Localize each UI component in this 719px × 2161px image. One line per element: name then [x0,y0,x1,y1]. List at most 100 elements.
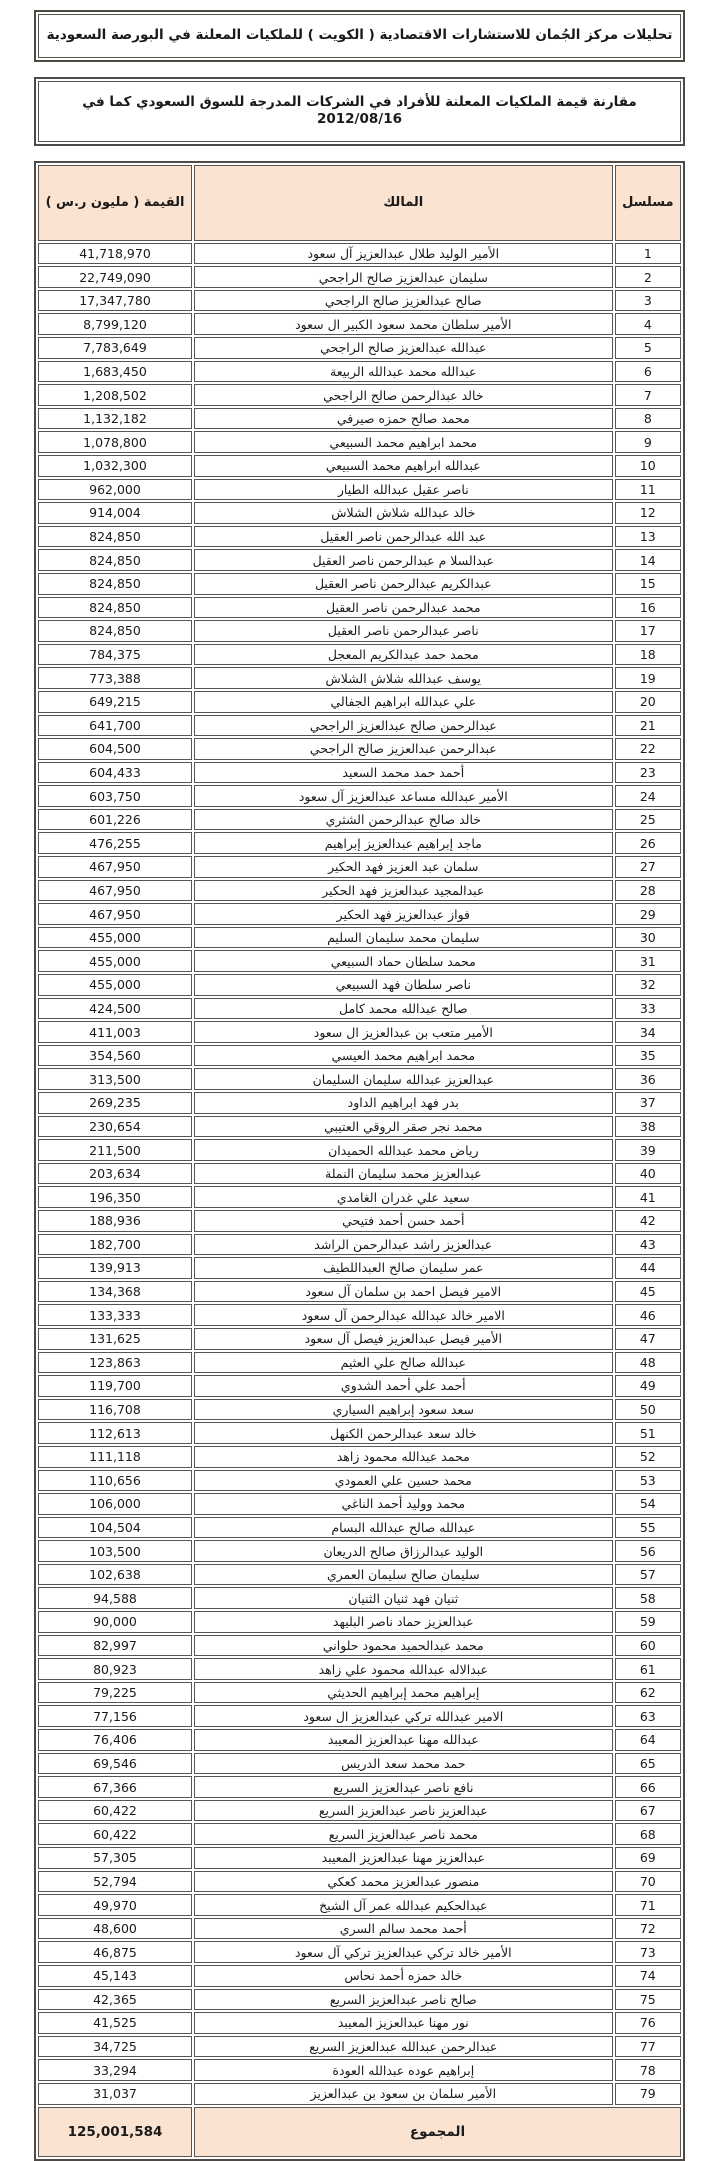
cell-value: 467,950 [38,856,192,878]
cell-owner: عبدالمجيد عبدالعزيز فهد الحكير [193,879,613,902]
cell-value: 604,433 [38,761,192,784]
table-row: 43 عبدالعزيز راشد عبدالرحمن الراشد 182,7… [38,1233,681,1256]
cell-owner: خالد صالح عبدالرحمن الشثري [193,808,613,831]
cell-serial: 35 [614,1044,681,1067]
cell-owner: محمد حمد عبدالكريم المعجل [193,643,613,666]
cell-serial: 30 [614,926,681,949]
cell-value: 313,500 [38,1068,192,1091]
cell-serial: 48 [614,1351,681,1374]
cell-owner: عمر سليمان صالح العبداللطيف [193,1257,613,1279]
table-row: 27 سلمان عبد العزيز فهد الحكير 467,950 [38,856,681,878]
cell-value: 467,950 [38,903,192,925]
cell-value: 1,132,182 [38,407,192,430]
cell-owner: بدر فهد ابراهيم الداود [193,1092,613,1114]
table-row: 32 ناصر سلطان فهد السبيعي 455,000 [38,974,681,996]
cell-serial: 78 [614,2059,681,2081]
cell-value: 230,654 [38,1115,192,1138]
cell-owner: عبدالله صالح عبدالله البسام [193,1516,613,1539]
cell-value: 1,032,300 [38,454,192,477]
cell-serial: 61 [614,1658,681,1680]
table-row: 58 ثنيان فهد ثنيان الثنيان 94,588 [38,1587,681,1610]
cell-serial: 27 [614,856,681,878]
cell-value: 1,078,800 [38,431,192,453]
cell-serial: 8 [614,407,681,430]
cell-serial: 22 [614,738,681,760]
cell-owner: ناصر عقيل عبدالله الطيار [193,478,613,501]
cell-owner: صالح عبدالله محمد كامل [193,997,613,1020]
cell-value: 46,875 [38,1941,192,1963]
cell-owner: فواز عبدالعزيز فهد الحكير [193,903,613,925]
cell-serial: 26 [614,832,681,855]
cell-serial: 77 [614,2035,681,2058]
table-row: 14 عبدالسلا م عبدالرحمن ناصر العقيل 824,… [38,549,681,571]
total-row: المجموع 125,001,584 [38,2106,681,2157]
cell-owner: عبدالله مهنا عبدالعزيز المعيبد [193,1729,613,1751]
total-label: المجموع [193,2106,681,2157]
table-row: 62 إبراهيم محمد إبراهيم الحديثي 79,225 [38,1681,681,1704]
cell-serial: 4 [614,313,681,336]
cell-serial: 15 [614,572,681,595]
cell-value: 604,500 [38,738,192,760]
table-row: 39 رياض محمد عبدالله الحميدان 211,500 [38,1139,681,1161]
cell-serial: 64 [614,1729,681,1751]
cell-owner: سلمان عبد العزيز فهد الحكير [193,856,613,878]
cell-serial: 19 [614,667,681,689]
table-row: 53 محمد حسين علي العمودي 110,656 [38,1469,681,1492]
cell-serial: 58 [614,1587,681,1610]
cell-owner: عبدالعزيز راشد عبدالرحمن الراشد [193,1233,613,1256]
table-header-row: مسلسل المالك القيمة ( مليون ر.س ) [38,164,681,241]
table-row: 44 عمر سليمان صالح العبداللطيف 139,913 [38,1257,681,1279]
cell-serial: 67 [614,1799,681,1822]
cell-serial: 29 [614,903,681,925]
cell-owner: أحمد محمد سالم السري [193,1917,613,1940]
cell-value: 112,613 [38,1422,192,1444]
table-row: 20 علي عبدالله ابراهيم الجفالي 649,215 [38,690,681,713]
cell-owner: الأمير فيصل عبدالعزيز فيصل آل سعود [193,1327,613,1350]
cell-value: 134,368 [38,1280,192,1303]
banner-comparison-text: مقارنة قيمة الملكيات المعلنة للأفراد في … [38,80,681,142]
cell-serial: 54 [614,1493,681,1515]
cell-value: 57,305 [38,1847,192,1869]
cell-serial: 3 [614,289,681,312]
table-row: 37 بدر فهد ابراهيم الداود 269,235 [38,1092,681,1114]
cell-owner: عبدالعزيز محمد سليمان النملة [193,1162,613,1185]
table-row: 57 سليمان صالح سليمان العمري 102,638 [38,1563,681,1586]
cell-serial: 74 [614,1964,681,1987]
cell-value: 962,000 [38,478,192,501]
table-row: 2 سليمان عبدالعزيز صالح الراجحي 22,749,0… [38,266,681,288]
cell-owner: خالد عبدالله شلاش الشلاش [193,502,613,524]
cell-serial: 68 [614,1823,681,1846]
table-row: 5 عبدالله عبدالعزيز صالح الراجحي 7,783,6… [38,337,681,359]
cell-serial: 51 [614,1422,681,1444]
cell-owner: محمد سلطان حماد السبيعي [193,950,613,973]
cell-owner: محمد حسين علي العمودي [193,1469,613,1492]
cell-value: 455,000 [38,950,192,973]
cell-value: 476,255 [38,832,192,855]
table-row: 70 منصور عبدالعزيز محمد كعكي 52,794 [38,1870,681,1893]
cell-value: 773,388 [38,667,192,689]
cell-value: 455,000 [38,974,192,996]
table-body: 1 الأمير الوليد طلال عبدالعزيز آل سعود 4… [38,242,681,2105]
cell-owner: عبدالله محمد عبدالله الربيعة [193,360,613,383]
cell-owner: عبدالله صالح علي العثيم [193,1351,613,1374]
cell-owner: محمد ناصر عبدالعزيز السريع [193,1823,613,1846]
cell-value: 22,749,090 [38,266,192,288]
cell-owner: محمد نجر صقر الروقي العتيبي [193,1115,613,1138]
cell-value: 824,850 [38,525,192,548]
cell-serial: 25 [614,808,681,831]
table-row: 24 الأمير عبدالله مساعد عبدالعزيز آل سعو… [38,785,681,807]
table-row: 79 الأمير سلمان بن سعود بن عبدالعزيز 31,… [38,2082,681,2105]
cell-value: 411,003 [38,1021,192,1043]
cell-value: 79,225 [38,1681,192,1704]
table-row: 45 الامير فيصل احمد بن سلمان آل سعود 134… [38,1280,681,1303]
table-row: 76 نور مهنا عبدالعزيز المعيبد 41,525 [38,2012,681,2034]
cell-value: 41,525 [38,2012,192,2034]
cell-value: 60,422 [38,1799,192,1822]
cell-owner: محمد عبدالحميد محمود حلواني [193,1634,613,1657]
cell-value: 824,850 [38,549,192,571]
cell-value: 123,863 [38,1351,192,1374]
cell-serial: 50 [614,1398,681,1421]
table-row: 18 محمد حمد عبدالكريم المعجل 784,375 [38,643,681,666]
cell-value: 45,143 [38,1964,192,1987]
table-row: 73 الأمير خالد تركي عبدالعزيز تركي آل سع… [38,1941,681,1963]
